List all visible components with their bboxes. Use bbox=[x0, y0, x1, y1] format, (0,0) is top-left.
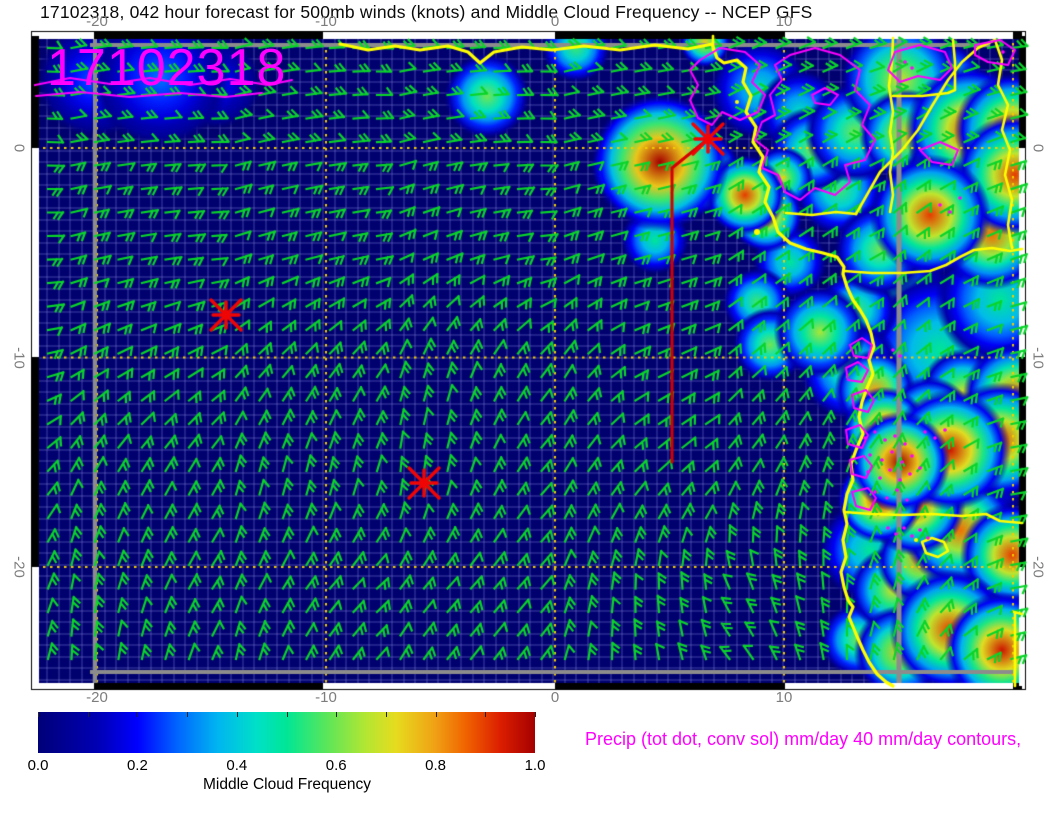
colorbar-tick-label: 1.0 bbox=[524, 757, 546, 774]
colorbar-notch bbox=[485, 712, 487, 717]
lat-tick-right: -10 bbox=[1029, 346, 1047, 369]
lat-tick-left: -10 bbox=[10, 346, 28, 369]
colorbar-tick-label: 0.4 bbox=[226, 757, 248, 774]
timestamp-overlay: 17102318 bbox=[47, 39, 287, 97]
colorbar-notch bbox=[535, 712, 536, 717]
colorbar-tick-label: 0.0 bbox=[27, 757, 49, 774]
lon-tick-top: -10 bbox=[315, 13, 337, 30]
lat-tick-left: 0 bbox=[10, 143, 28, 153]
precip-legend: Precip (tot dot, conv sol) mm/day 40 mm/… bbox=[585, 729, 1022, 749]
lat-tick-right: -20 bbox=[1029, 556, 1047, 578]
lon-tick-top: 10 bbox=[775, 13, 793, 30]
lon-tick-top: 0 bbox=[550, 13, 560, 30]
colorbar-notch bbox=[435, 712, 437, 717]
colorbar-notch bbox=[336, 712, 338, 717]
chart-title: 17102318, 042 hour forecast for 500mb wi… bbox=[40, 2, 813, 22]
colorbar-gradient bbox=[38, 712, 535, 753]
colorbar-notch bbox=[236, 712, 238, 717]
colorbar-notch bbox=[187, 712, 189, 717]
colorbar-notch bbox=[385, 712, 387, 717]
lat-tick-right: 0 bbox=[1029, 143, 1047, 153]
colorbar-notch bbox=[137, 712, 139, 717]
colorbar-tick-label: 0.2 bbox=[126, 757, 148, 774]
colorbar-notch bbox=[87, 712, 89, 717]
lon-tick-bottom: -20 bbox=[86, 689, 108, 706]
lon-tick-bottom: 0 bbox=[550, 689, 560, 706]
lon-tick-bottom: 10 bbox=[775, 689, 793, 706]
colorbar-tick-label: 0.6 bbox=[325, 757, 347, 774]
colorbar-title: Middle Cloud Frequency bbox=[202, 776, 371, 793]
lon-tick-bottom: -10 bbox=[315, 689, 337, 706]
lat-tick-left: -20 bbox=[10, 556, 28, 578]
colorbar-notch bbox=[286, 712, 288, 717]
colorbar-notch bbox=[38, 712, 39, 717]
colorbar-tick-label: 0.8 bbox=[425, 757, 447, 774]
lon-tick-top: -20 bbox=[86, 13, 108, 30]
